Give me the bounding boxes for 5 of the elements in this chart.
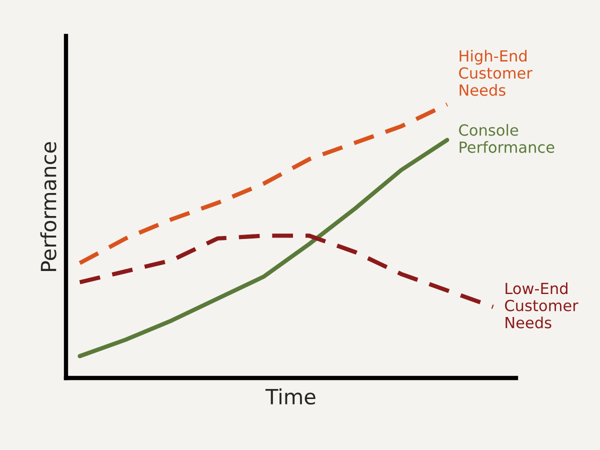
y-axis-title: Performance [40, 142, 56, 271]
series-label: Console Performance [459, 124, 554, 153]
series-label: Low-End Customer Needs [505, 282, 578, 328]
series-label: High-End Customer Needs [459, 50, 532, 96]
x-axis-title: Time [265, 388, 316, 405]
